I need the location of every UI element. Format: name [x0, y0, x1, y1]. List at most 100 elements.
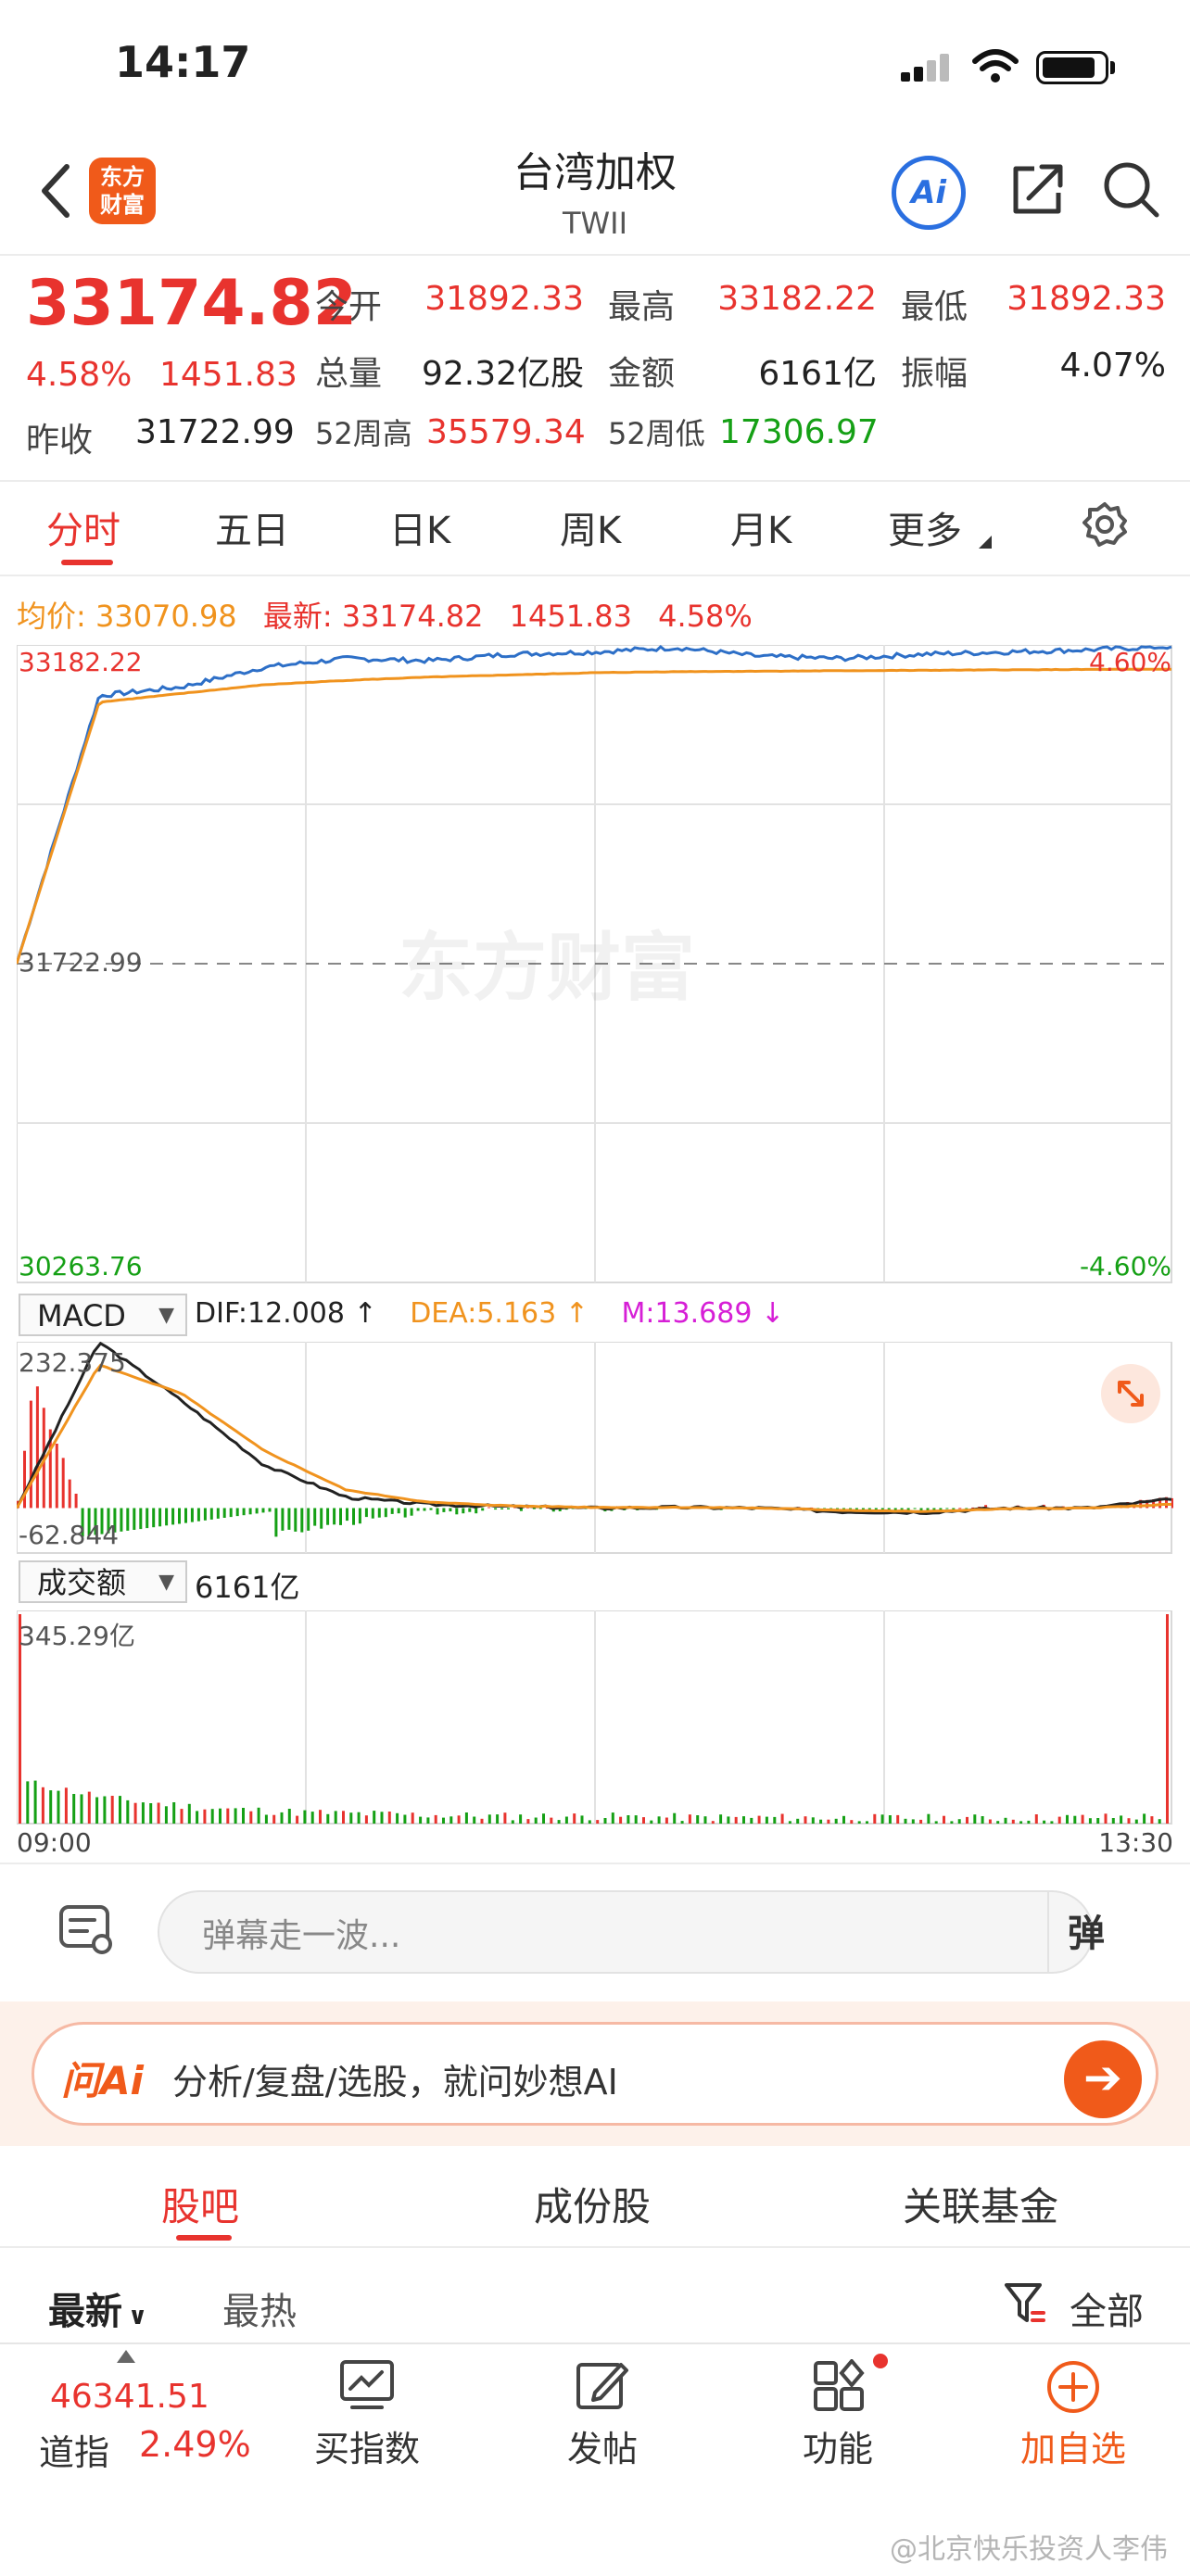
- filter-all[interactable]: 全部: [1070, 2291, 1144, 2333]
- volume-bar: [1158, 1819, 1161, 1824]
- volume-bar: [673, 1812, 677, 1824]
- macd-chart[interactable]: [17, 1342, 1173, 1555]
- volume-bar: [310, 1812, 314, 1824]
- volume-bar: [1034, 1814, 1038, 1824]
- subtab-related-funds[interactable]: 关联基金: [903, 2184, 1059, 2229]
- macd-bar: [1152, 1499, 1156, 1509]
- volume-bar: [72, 1794, 76, 1824]
- macd-bar: [810, 1507, 814, 1509]
- volume-bar: [842, 1815, 845, 1824]
- volume-bar: [119, 1796, 121, 1824]
- volume-bar: [226, 1808, 230, 1824]
- eastmoney-logo[interactable]: 东方 财富: [89, 158, 156, 224]
- macd-bar: [1165, 1496, 1168, 1509]
- post-button[interactable]: 发帖: [566, 2429, 638, 2469]
- volume-bar: [888, 1815, 892, 1824]
- ai-ask-bar[interactable]: [32, 2022, 1158, 2126]
- tab-five-day[interactable]: 五日: [215, 510, 289, 552]
- tab-more[interactable]: 更多: [888, 510, 962, 552]
- volume-bar: [503, 1812, 507, 1824]
- volume-bar: [164, 1806, 168, 1824]
- comment-list-icon[interactable]: [57, 1901, 115, 1959]
- filter-icon[interactable]: [1003, 2279, 1047, 2328]
- volume-selector[interactable]: 成交额 ▼: [19, 1560, 187, 1603]
- volume-bar: [588, 1820, 591, 1824]
- volume-bar: [1004, 1817, 1007, 1824]
- macd-bar: [178, 1508, 181, 1524]
- subtab-guba[interactable]: 股吧: [161, 2184, 240, 2229]
- indicator-selector-macd[interactable]: MACD ▼: [19, 1294, 187, 1336]
- volume-bar: [542, 1813, 545, 1824]
- macd-bar: [1139, 1499, 1143, 1509]
- expand-button[interactable]: [1101, 1364, 1160, 1423]
- volume-bar: [496, 1814, 500, 1824]
- macd-bar: [209, 1508, 213, 1520]
- sort-hot[interactable]: 最热: [222, 2291, 297, 2333]
- volume-bar: [349, 1812, 353, 1824]
- sort-latest[interactable]: 最新 ∨: [48, 2281, 147, 2335]
- logo-text-1: 东方: [100, 164, 145, 190]
- buy-index-button[interactable]: 买指数: [313, 2429, 420, 2469]
- tab-weekly-k[interactable]: 周K: [560, 510, 622, 552]
- macd-bar: [307, 1508, 310, 1531]
- volume-bar: [19, 1614, 21, 1824]
- volume-bar: [373, 1811, 376, 1824]
- volume-bar: [403, 1814, 407, 1824]
- volume-bar: [564, 1816, 568, 1824]
- time-axis-start: 09:00: [17, 1827, 92, 1858]
- back-icon[interactable]: [39, 161, 72, 221]
- tab-intraday[interactable]: 分时: [46, 510, 120, 552]
- volume-bar: [426, 1817, 430, 1824]
- tab-daily-k[interactable]: 日K: [389, 510, 451, 552]
- volume-chart[interactable]: [17, 1610, 1173, 1825]
- volume-bar: [981, 1816, 984, 1824]
- volume-selector-label: 成交额: [37, 1565, 127, 1600]
- danmu-toggle-button[interactable]: 弹: [1068, 1903, 1123, 1959]
- volume-bar: [387, 1812, 391, 1824]
- volume-bar: [796, 1818, 800, 1824]
- arrow-right-icon: ➔: [1083, 2051, 1122, 2104]
- volume-bar: [87, 1791, 91, 1824]
- volume-bar: [203, 1809, 207, 1824]
- macd-bar: [107, 1508, 110, 1534]
- search-icon[interactable]: [1101, 159, 1162, 221]
- macd-bar: [48, 1429, 52, 1509]
- settings-icon[interactable]: [1081, 500, 1129, 549]
- intraday-price-chart[interactable]: [17, 645, 1173, 1284]
- macd-bar: [222, 1508, 226, 1518]
- volume-bar: [157, 1802, 160, 1824]
- volume-bar: [249, 1811, 253, 1824]
- volume-bar: [526, 1819, 530, 1824]
- functions-button[interactable]: 功能: [802, 2429, 873, 2469]
- prev-close-label: 昨收: [26, 422, 94, 460]
- macd-bar: [35, 1386, 39, 1509]
- volume-bar: [650, 1820, 653, 1824]
- share-icon[interactable]: [1008, 159, 1068, 219]
- volume-bar: [334, 1811, 337, 1824]
- volume-bar: [303, 1810, 307, 1824]
- volume-bar: [1127, 1818, 1131, 1824]
- volume-bar: [680, 1821, 684, 1824]
- macd-bar: [462, 1508, 465, 1514]
- volume-bar: [319, 1810, 322, 1824]
- dow-index-pct: 2.49%: [139, 2424, 251, 2465]
- macd-bar: [196, 1508, 200, 1522]
- volume-bar: [988, 1819, 992, 1824]
- volume-bar: [966, 1816, 968, 1824]
- macd-bar: [294, 1508, 298, 1532]
- battery-icon: [1036, 51, 1108, 84]
- ai-button[interactable]: Ai: [892, 156, 966, 230]
- add-watch-button[interactable]: 加自选: [1019, 2429, 1126, 2469]
- volume-bar: [41, 1787, 44, 1824]
- macd-bar: [94, 1508, 97, 1535]
- subtab-constituents[interactable]: 成份股: [534, 2184, 652, 2229]
- volume-bar: [364, 1815, 368, 1824]
- tab-monthly-k[interactable]: 月K: [730, 510, 792, 552]
- ai-go-button[interactable]: ➔: [1064, 2040, 1142, 2118]
- volume-bar: [180, 1809, 184, 1824]
- volume-bar: [919, 1819, 923, 1824]
- latest-value: 33174.82: [341, 599, 484, 634]
- dow-index-value[interactable]: 46341.51: [50, 2378, 209, 2416]
- volume-bar: [996, 1821, 1000, 1824]
- danmu-input[interactable]: [158, 1890, 1094, 1974]
